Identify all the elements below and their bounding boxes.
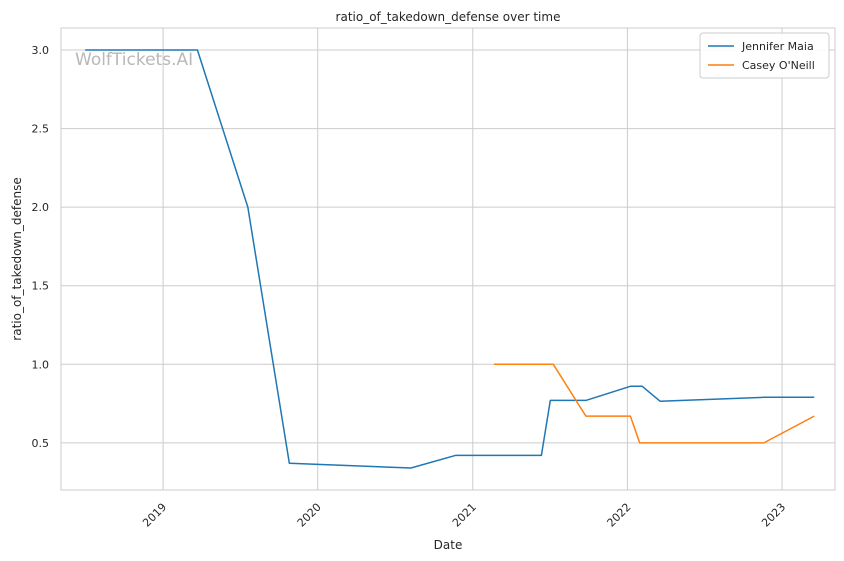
legend-label-1: Jennifer Maia [741, 40, 814, 53]
legend: Jennifer Maia Casey O'Neill [699, 32, 830, 79]
y-tick-label: 2.5 [32, 123, 50, 136]
y-tick-label: 0.5 [32, 437, 50, 450]
y-axis-label: ratio_of_takedown_defense [10, 177, 24, 340]
watermark-text: WolfTickets.AI [75, 50, 193, 70]
series-lines [85, 49, 815, 469]
series-line-1 [85, 49, 815, 469]
series-line-2 [493, 363, 815, 444]
plot-area-frame [60, 27, 836, 491]
y-tick-label: 1.5 [32, 280, 50, 293]
chart-title: ratio_of_takedown_defense over time [336, 10, 561, 24]
y-tick-label: 1.0 [32, 358, 50, 371]
legend-label-2: Casey O'Neill [742, 59, 815, 72]
y-tick-label: 2.0 [32, 201, 50, 214]
y-axis-ticks: 0.5 1.0 1.5 2.0 2.5 3.0 [32, 44, 50, 450]
legend-box [699, 32, 830, 79]
x-axis-label: Date [434, 538, 463, 552]
y-tick-label: 3.0 [32, 44, 50, 57]
